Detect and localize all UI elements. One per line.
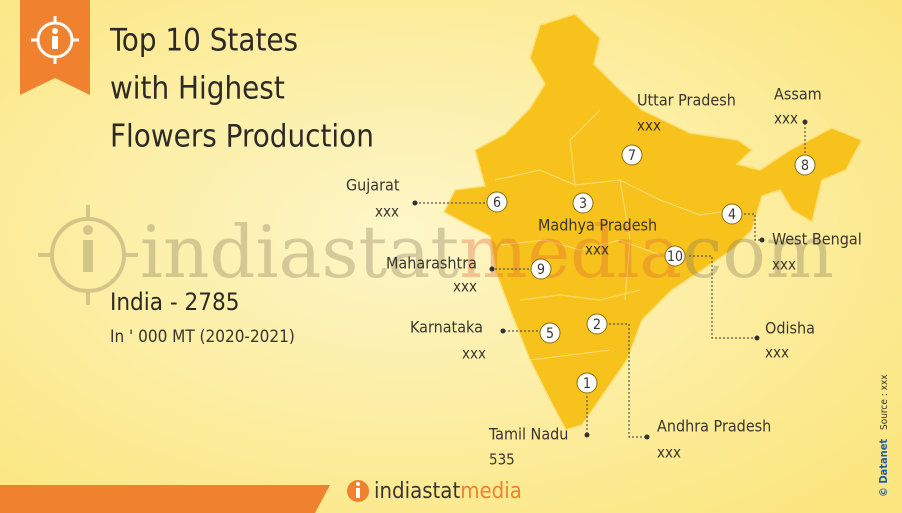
state-name: Assam — [774, 85, 822, 104]
leader-dot — [754, 335, 760, 341]
state-value: xxx — [765, 344, 789, 362]
footer-brand: indiastatmedia — [374, 479, 522, 504]
leader-line — [609, 323, 647, 438]
total: India - 2785 — [110, 288, 239, 316]
footer-band — [0, 485, 330, 513]
credit: © Datanet — [877, 439, 890, 497]
state-value: xxx — [657, 444, 681, 462]
footer-logo — [347, 480, 369, 502]
state-name: Maharashtra — [386, 254, 477, 273]
state-name: West Bengal — [772, 230, 862, 249]
rank-badge — [721, 203, 743, 225]
title-line: Flowers Production — [110, 119, 374, 155]
rank: 3 — [579, 196, 587, 212]
rank: 7 — [628, 148, 636, 164]
source: Source : xxx — [879, 374, 890, 430]
state-value: xxx — [453, 278, 477, 296]
rank-badge — [664, 245, 686, 267]
title: Top 10 States with Highest Flowers Product… — [109, 23, 374, 155]
state-name: Gujarat — [346, 176, 400, 195]
rank: 2 — [593, 317, 601, 333]
leader-dot — [584, 432, 590, 438]
watermark-part: com — [682, 210, 834, 294]
footer-brand-b: media — [460, 479, 522, 504]
watermark-icon — [38, 205, 138, 305]
rank-badge — [576, 372, 598, 394]
leader-line — [744, 213, 762, 241]
state-name: Andhra Pradesh — [657, 417, 771, 436]
rank: 1 — [583, 376, 591, 392]
watermark-part: media — [459, 210, 682, 294]
rank-badge — [486, 191, 508, 213]
state-labels: 1 Tamil Nadu 535 2 Andhra Pradesh xxx 3 Madhya … — [346, 85, 862, 469]
rank-badge — [572, 192, 594, 214]
state-name: Karnataka — [410, 318, 483, 337]
rank-badge — [621, 144, 643, 166]
rank: 9 — [537, 262, 545, 278]
rank-badge — [530, 258, 552, 280]
state-value: xxx — [774, 110, 798, 128]
state-name: Uttar Pradesh — [637, 91, 736, 110]
rank: 5 — [546, 326, 554, 342]
footer-brand-a: indiastat — [374, 479, 460, 504]
rank-badge — [586, 313, 608, 335]
watermark-text: indiastatmediacom — [140, 210, 834, 294]
leader-dot — [759, 237, 765, 243]
state-name: Odisha — [765, 319, 815, 338]
state-name: Madhya Pradesh — [538, 216, 657, 235]
state-value: xxx — [772, 256, 796, 274]
leader-line — [689, 255, 757, 339]
info-badge — [20, 0, 90, 95]
rank: 6 — [493, 195, 501, 211]
leader-dot — [489, 266, 495, 272]
rank: 4 — [728, 207, 736, 223]
state-value: xxx — [585, 241, 609, 259]
title-line: Top 10 States — [109, 23, 298, 59]
title-line: with Highest — [110, 71, 285, 107]
state-value: xxx — [462, 345, 486, 363]
state-value: xxx — [637, 117, 661, 135]
state-borders — [494, 109, 736, 361]
state-value: xxx — [375, 203, 399, 221]
leader-dot — [802, 119, 808, 125]
state-name: Tamil Nadu — [488, 425, 568, 444]
rank-badge — [539, 322, 561, 344]
leader-dot — [644, 434, 650, 440]
rank: 10 — [667, 249, 683, 265]
rank-badge — [794, 154, 816, 176]
leader-dot — [500, 328, 506, 334]
watermark: indiastatmediacom — [140, 210, 834, 294]
rank: 8 — [801, 158, 809, 174]
unit: In ' 000 MT (2020-2021) — [110, 327, 295, 347]
leader-dot — [412, 200, 418, 206]
watermark-part: indiastat — [140, 210, 459, 294]
state-value: 535 — [489, 451, 515, 469]
